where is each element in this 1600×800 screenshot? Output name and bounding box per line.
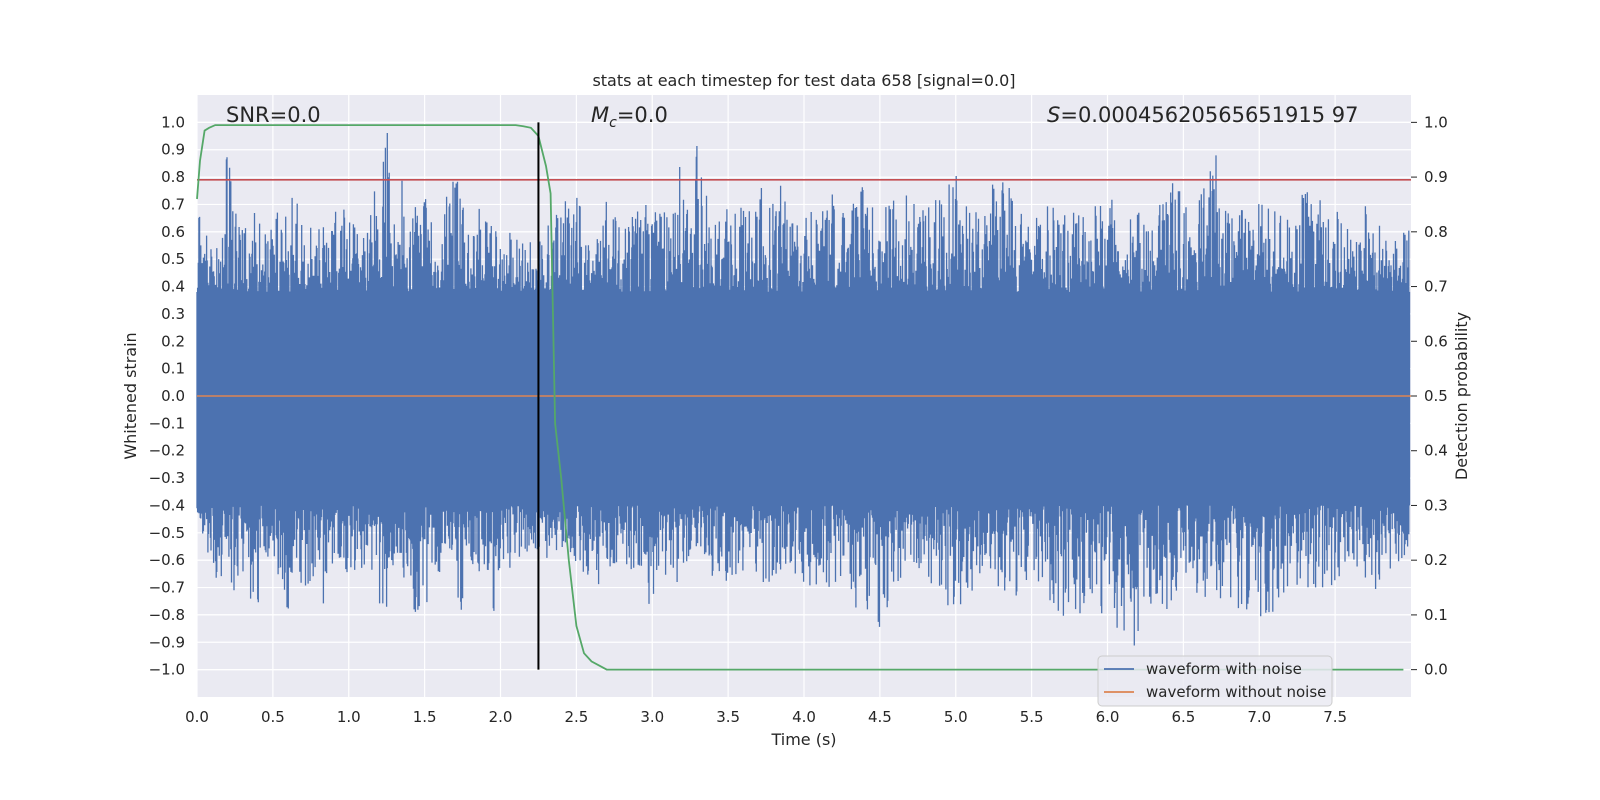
y2-tick-label: 0.4 bbox=[1424, 442, 1448, 460]
y-tick-label: −0.5 bbox=[149, 524, 185, 542]
plot-area bbox=[196, 95, 1411, 697]
y2-tick-label: 0.5 bbox=[1424, 387, 1448, 405]
statistic-symbol: S bbox=[1047, 103, 1060, 127]
snr-annotation: SNR=0.0 bbox=[226, 103, 321, 127]
y2-tick-label: 0.9 bbox=[1424, 168, 1448, 186]
y-tick-label: 0.5 bbox=[161, 250, 185, 268]
x-tick-label: 6.0 bbox=[1096, 708, 1120, 726]
y-tick-label: 0.3 bbox=[161, 305, 185, 323]
chart-title: stats at each timestep for test data 658… bbox=[592, 71, 1015, 90]
y-tick-label: −0.4 bbox=[149, 496, 185, 514]
y-axis-ticks: 1.0 0.9 0.8 0.7 0.6 0.5 0.4 0.3 0.2 0.1 0.0 −0.1 −0.… bbox=[149, 113, 185, 678]
y-tick-label: 0.0 bbox=[161, 387, 185, 405]
x-tick-label: 4.5 bbox=[868, 708, 892, 726]
x-tick-label: 5.0 bbox=[944, 708, 968, 726]
chirp-mass-annotation: Mc=0.0 bbox=[591, 103, 668, 131]
y2-tick-label: 0.3 bbox=[1424, 496, 1448, 514]
x-tick-label: 2.5 bbox=[564, 708, 588, 726]
x-tick-label: 3.5 bbox=[716, 708, 740, 726]
x-tick-label: 7.0 bbox=[1247, 708, 1271, 726]
x-axis-ticks: 0.0 0.5 1.0 1.5 2.0 2.5 3.0 3.5 4.0 4.5 5.0 5.5 6.0 6… bbox=[185, 708, 1347, 726]
legend-label-waveform-with-noise: waveform with noise bbox=[1146, 660, 1302, 678]
x-tick-label: 3.0 bbox=[640, 708, 664, 726]
statistic-annotation: S=0.00045620565651915 97 bbox=[1047, 103, 1359, 127]
y-tick-label: −0.8 bbox=[149, 606, 185, 624]
x-tick-label: 1.0 bbox=[337, 708, 361, 726]
y-tick-label: 0.1 bbox=[161, 360, 185, 378]
y2-axis-label: Detection probability bbox=[1452, 312, 1471, 480]
chirp-mass-symbol: M bbox=[591, 103, 609, 127]
chirp-mass-subscript: c bbox=[609, 115, 617, 131]
y-tick-label: 0.6 bbox=[161, 223, 185, 241]
y2-tick-label: 0.8 bbox=[1424, 223, 1448, 241]
y2-tick-label: 0.7 bbox=[1424, 278, 1448, 296]
y-tick-label: 0.2 bbox=[161, 332, 185, 350]
statistic-value: =0.00045620565651915 97 bbox=[1060, 103, 1358, 127]
legend-box bbox=[1097, 655, 1333, 707]
y-tick-label: 0.7 bbox=[161, 195, 185, 213]
x-tick-label: 0.5 bbox=[261, 708, 285, 726]
x-tick-label: 1.5 bbox=[413, 708, 437, 726]
y2-tick-label: 0.1 bbox=[1424, 606, 1448, 624]
x-tick-label: 4.0 bbox=[792, 708, 816, 726]
y-tick-label: −0.1 bbox=[149, 414, 185, 432]
y-tick-label: 1.0 bbox=[161, 113, 185, 131]
x-tick-label: 6.5 bbox=[1171, 708, 1195, 726]
y2-tick-label: 0.2 bbox=[1424, 551, 1448, 569]
y-tick-label: −0.7 bbox=[149, 579, 185, 597]
noise-spikes bbox=[196, 133, 1411, 646]
y-tick-label: −0.2 bbox=[149, 442, 185, 460]
y2-tick-label: 0.0 bbox=[1424, 661, 1448, 679]
y-tick-label: 0.8 bbox=[161, 168, 185, 186]
y-tick-label: −0.9 bbox=[149, 633, 185, 651]
y-axis-label: Whitened strain bbox=[121, 332, 140, 459]
y2-axis-ticks: 1.0 0.9 0.8 0.7 0.6 0.5 0.4 0.3 0.2 0.1 0.0 bbox=[1411, 113, 1448, 679]
legend-label-waveform-without-noise: waveform without noise bbox=[1146, 683, 1326, 701]
x-tick-label: 7.5 bbox=[1323, 708, 1347, 726]
y-tick-label: −1.0 bbox=[149, 661, 185, 679]
y-tick-label: −0.3 bbox=[149, 469, 185, 487]
x-tick-label: 5.5 bbox=[1020, 708, 1044, 726]
x-tick-label: 0.0 bbox=[185, 708, 209, 726]
waveform-with-noise-series bbox=[196, 133, 1411, 646]
y2-tick-label: 1.0 bbox=[1424, 113, 1448, 131]
x-axis-label: Time (s) bbox=[770, 730, 836, 749]
y-tick-label: −0.6 bbox=[149, 551, 185, 569]
y-tick-label: 0.4 bbox=[161, 278, 185, 296]
chirp-mass-value: =0.0 bbox=[617, 103, 668, 127]
y2-tick-label: 0.6 bbox=[1424, 332, 1448, 350]
y-tick-label: 0.9 bbox=[161, 141, 185, 159]
legend: waveform with noise waveform without noi… bbox=[1097, 655, 1333, 707]
x-tick-label: 2.0 bbox=[489, 708, 513, 726]
